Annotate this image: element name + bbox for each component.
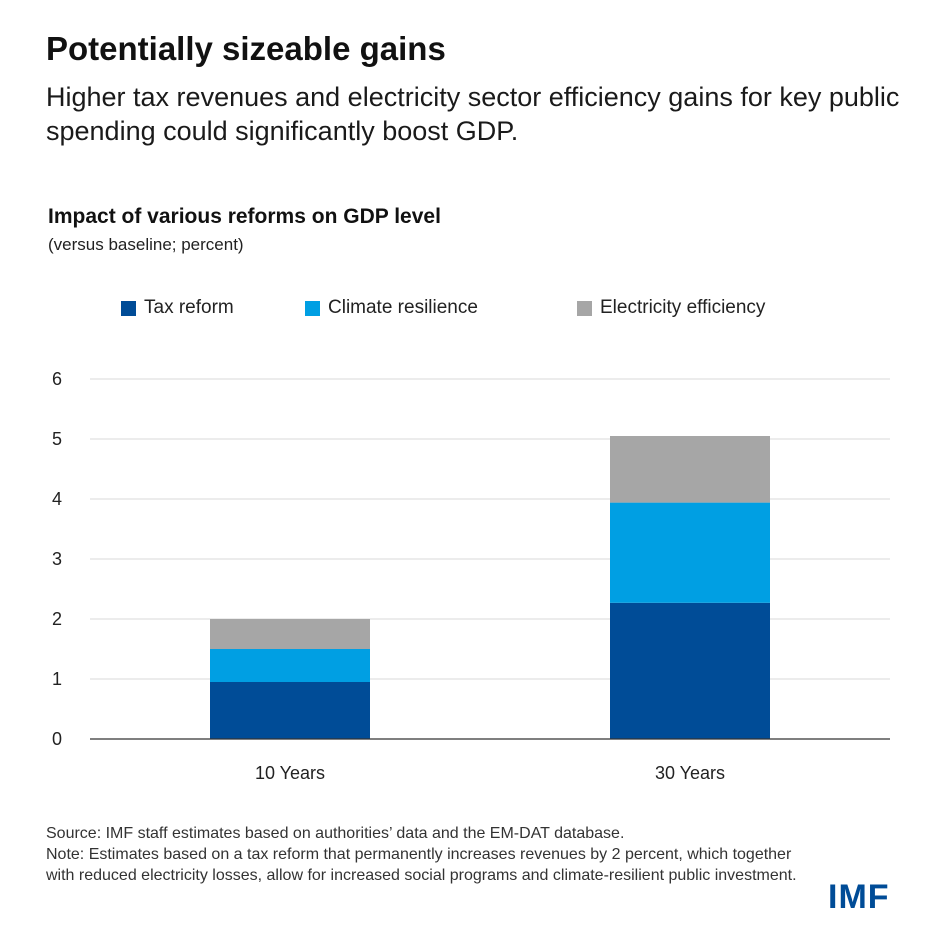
subheadline: Higher tax revenues and electricity sect… [46,82,900,146]
y-tick-label: 2 [52,609,62,629]
stacked-bar-chart: 0 1 2 3 4 5 6 10 Years 30 Years [52,369,890,783]
y-tick-label: 1 [52,669,62,689]
y-tick-label: 5 [52,429,62,449]
legend-swatch-climate-resilience [305,300,320,316]
methodology-note: Note: Estimates based on a tax reform th… [46,846,797,884]
legend-label-climate-resilience: Climate resilience [328,297,478,318]
x-axis-category-labels: 10 Years 30 Years [255,763,725,783]
legend-item-electricity-efficiency: Electricity efficiency [577,297,765,319]
bar-tax-reform-30-years [610,602,770,739]
y-tick-label: 6 [52,369,62,389]
chart-title: Impact of various reforms on GDP level [48,205,441,228]
chart-subtitle: (versus baseline; percent) [48,235,244,254]
chart-footnote: Source: IMF staff estimates based on aut… [46,823,806,886]
legend-item-climate-resilience: Climate resilience [305,297,478,319]
chart-bars [210,436,770,739]
legend-swatch-electricity-efficiency [577,300,592,316]
source-note: Source: IMF staff estimates based on aut… [46,825,625,842]
bar-electricity-efficiency-10-years [210,619,370,649]
y-axis-tick-labels: 0 1 2 3 4 5 6 [52,369,62,749]
headline: Potentially sizeable gains [46,30,446,67]
legend-label-tax-reform: Tax reform [144,297,234,318]
legend-item-tax-reform: Tax reform [121,297,234,319]
bar-tax-reform-10-years [210,682,370,739]
y-tick-label: 4 [52,489,62,509]
imf-logo: IMF [828,878,890,916]
bar-climate-resilience-10-years [210,649,370,682]
bar-electricity-efficiency-30-years [610,436,770,503]
chart-legend: Tax reform Climate resilience Electricit… [0,297,950,323]
x-category-label: 30 Years [655,763,725,783]
y-tick-label: 3 [52,549,62,569]
bar-climate-resilience-30-years [610,502,770,603]
legend-swatch-tax-reform [121,300,136,316]
x-category-label: 10 Years [255,763,325,783]
y-tick-label: 0 [52,729,62,749]
legend-label-electricity-efficiency: Electricity efficiency [600,297,766,318]
